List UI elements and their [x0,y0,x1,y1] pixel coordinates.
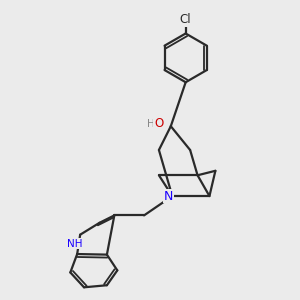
Text: Cl: Cl [180,13,191,26]
Text: O: O [154,117,164,130]
Text: N: N [164,190,173,202]
Text: NH: NH [67,238,83,249]
Text: H: H [147,119,154,129]
